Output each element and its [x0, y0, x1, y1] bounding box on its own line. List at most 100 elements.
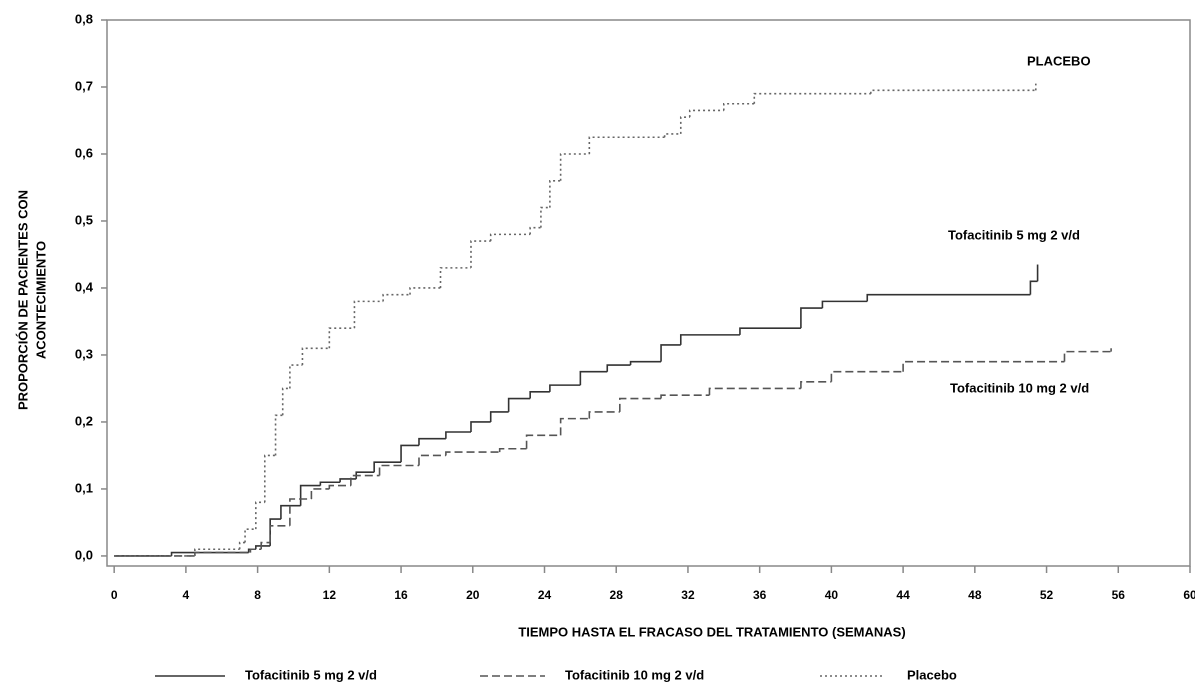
step-segment [328, 484, 351, 489]
step-segment [525, 434, 561, 449]
step-segment [549, 384, 581, 392]
x-tick-label: 8 [254, 588, 261, 602]
step-segment [319, 481, 341, 486]
step-segment [1063, 350, 1112, 362]
annotation: Tofacitinib 5 mg 2 v/d [948, 227, 1080, 242]
step-segment [249, 548, 262, 553]
step-segment [400, 444, 419, 463]
step-segment [629, 360, 662, 366]
x-tick-label: 0 [111, 588, 118, 602]
step-segment [289, 498, 312, 526]
x-tick-label: 4 [183, 588, 190, 602]
step-segment [679, 116, 690, 134]
step-segment [498, 447, 527, 453]
step-segment [269, 525, 290, 543]
step-segment [489, 411, 509, 422]
step-segment [588, 411, 620, 419]
step-segment [353, 300, 384, 329]
y-tick-label: 0,2 [75, 413, 93, 428]
step-segment [866, 293, 1031, 302]
step-segment [688, 109, 724, 118]
y-tick-label: 0,4 [75, 279, 94, 294]
step-segment [559, 417, 590, 436]
x-tick-label: 20 [466, 588, 480, 602]
step-segment [800, 307, 823, 329]
y-tick-label: 0,8 [75, 11, 93, 26]
y-axis-label-line: PROPORCIÓN DE PACIENTES CON [15, 190, 30, 410]
step-segment [470, 240, 491, 268]
step-segment [489, 233, 531, 242]
step-segment [260, 541, 271, 550]
y-tick-label: 0,1 [75, 480, 93, 495]
step-segment [418, 454, 446, 466]
step-segment [445, 431, 471, 439]
annotation: Tofacitinib 10 mg 2 v/d [950, 380, 1089, 395]
step-segment [830, 370, 904, 382]
step-segment [269, 518, 281, 546]
step-segment [660, 394, 710, 399]
step-segment [679, 334, 740, 345]
y-tick-label: 0,6 [75, 145, 93, 160]
step-segment [753, 92, 871, 104]
step-segment [800, 380, 832, 389]
x-tick-label: 12 [323, 588, 337, 602]
x-tick-label: 52 [1040, 588, 1054, 602]
step-segment [194, 548, 240, 556]
step-segment [902, 360, 1065, 372]
y-axis-label: PROPORCIÓN DE PACIENTES CON ACONTECIMIEN… [15, 190, 48, 410]
plot-frame [106, 19, 1191, 567]
step-segment [244, 528, 256, 543]
step-segment [723, 102, 755, 111]
step-segment [274, 414, 283, 456]
step-segment [350, 474, 380, 486]
y-tick-label: 0,5 [75, 212, 93, 227]
step-segment [310, 488, 330, 500]
step-segment [821, 300, 868, 309]
x-axis-label: TIEMPO HASTA EL FRACASO DEL TRATAMIENTO … [518, 624, 905, 639]
step-segment [663, 133, 681, 138]
step-segment [540, 206, 550, 228]
step-segment [263, 454, 276, 503]
x-tick-label: 48 [968, 588, 982, 602]
x-tick-label: 56 [1112, 588, 1126, 602]
step-segment [255, 545, 271, 550]
step-segment [439, 267, 471, 288]
step-segment [373, 461, 402, 473]
x-tick-label: 16 [394, 588, 408, 602]
step-segment [1029, 280, 1038, 295]
x-tick-label: 28 [610, 588, 624, 602]
step-segment [238, 541, 246, 550]
annotation: PLACEBO [1027, 53, 1091, 68]
step-segment [280, 504, 301, 520]
step-segment [281, 387, 290, 416]
step-segment [606, 364, 631, 372]
step-segment [619, 397, 662, 412]
x-tick-label: 36 [753, 588, 767, 602]
step-segment [507, 397, 531, 412]
x-tick-label: 32 [681, 588, 695, 602]
step-segment [255, 501, 265, 530]
step-segment [382, 293, 411, 302]
step-segment [529, 391, 550, 399]
legend-label: Placebo [907, 667, 957, 682]
step-segment [870, 89, 1036, 94]
legend-label: Tofacitinib 5 mg 2 v/d [245, 667, 377, 682]
legend-label: Tofacitinib 10 mg 2 v/d [565, 667, 704, 682]
step-segment [339, 478, 357, 483]
y-tick-label: 0,0 [75, 547, 93, 562]
step-segment [378, 464, 419, 476]
step-segment [445, 451, 500, 456]
step-segment [588, 136, 665, 154]
step-segment [289, 364, 303, 389]
step-segment [529, 226, 541, 235]
x-tick-label: 44 [896, 588, 910, 602]
x-tick-label: 24 [538, 588, 552, 602]
step-segment [708, 387, 801, 396]
step-segment [579, 370, 608, 386]
step-segment [660, 344, 681, 362]
step-segment [470, 421, 491, 433]
step-segment [549, 179, 561, 208]
step-segment [328, 327, 355, 349]
y-tick-label: 0,7 [75, 78, 93, 93]
